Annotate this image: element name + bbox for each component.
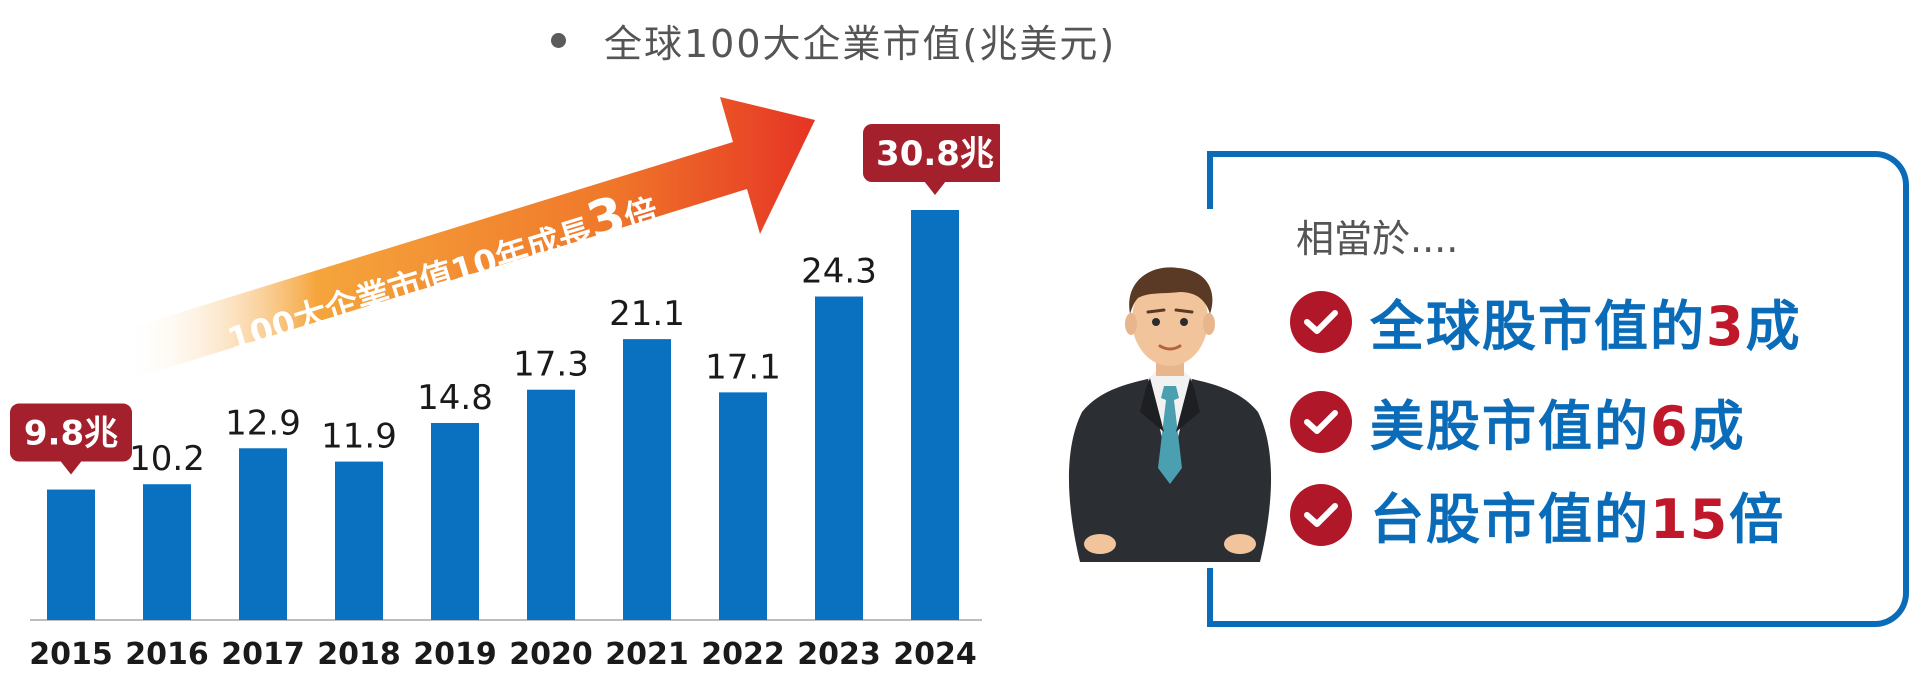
value-callout: 9.8兆	[10, 403, 132, 475]
x-tick-label: 2016	[125, 637, 209, 672]
value-label: 21.1	[609, 294, 685, 334]
growth-arrow-label: 100大企業市值10年成長3倍	[218, 175, 664, 364]
bar-2017	[239, 448, 287, 620]
value-label: 9.8兆	[24, 414, 118, 454]
x-tick-label: 2024	[893, 637, 977, 672]
check-circle-icon	[1290, 290, 1352, 353]
title-bullet-icon	[551, 32, 566, 48]
bar-2016	[143, 484, 191, 620]
bar-2015	[47, 489, 95, 620]
panel-frame-left-top	[1207, 151, 1213, 209]
callout-box	[863, 124, 1000, 182]
value-label: 10.2	[129, 439, 205, 479]
x-tick-label: 2020	[509, 637, 593, 672]
bar-2024	[911, 210, 959, 620]
check-circle-icon	[1290, 390, 1352, 453]
bar-2021	[623, 339, 671, 620]
chart-title: 全球100大企業市值(兆美元)	[604, 21, 1117, 66]
callout-pointer	[924, 181, 946, 195]
comparison-item-text: 美股市值的6成	[1370, 395, 1746, 458]
x-tick-label: 2018	[317, 637, 401, 672]
callout-box	[10, 403, 132, 462]
businessman-icon	[1068, 267, 1272, 562]
x-tick-label: 2019	[413, 637, 497, 672]
check-circle-icon	[1290, 483, 1352, 546]
comparison-item-text: 全球股市值的3成	[1370, 295, 1802, 358]
value-label: 17.3	[513, 345, 589, 385]
callout-pointer	[60, 460, 82, 475]
panel-intro-text: 相當於....	[1296, 217, 1459, 261]
chart-title-row: 全球100大企業市值(兆美元)	[551, 16, 1116, 66]
x-tick-label: 2022	[701, 637, 785, 672]
x-tick-label: 2017	[221, 637, 305, 672]
bar-chart: 100大企業市值10年成長3倍 10.2 12.9 11.9 14.8 17.3 21.1…	[10, 97, 1000, 672]
comparison-item-taiwan: 台股市值的15倍	[1290, 475, 1785, 554]
bar-2023	[815, 296, 863, 620]
value-callout: 30.8兆	[863, 124, 1000, 195]
comparison-item-global: 全球股市值的3成	[1290, 282, 1802, 361]
bar-2018	[335, 461, 383, 620]
x-tick-label: 2021	[605, 637, 689, 672]
value-label: 24.3	[801, 252, 877, 292]
bar-2019	[431, 422, 479, 620]
panel-frame-left-bottom	[1207, 568, 1213, 627]
comparison-item-us: 美股市值的6成	[1290, 382, 1746, 461]
value-label: 12.9	[225, 403, 301, 443]
comparison-panel-frame	[1207, 151, 1909, 627]
value-label: 30.8兆	[876, 134, 994, 174]
value-label: 11.9	[321, 417, 397, 457]
bar-2022	[719, 392, 767, 620]
growth-arrow-shape	[123, 97, 815, 377]
value-label: 14.8	[417, 378, 493, 418]
growth-arrow: 100大企業市值10年成長3倍	[123, 97, 815, 377]
x-tick-label: 2023	[797, 637, 881, 672]
value-label: 17.1	[705, 347, 781, 387]
comparison-item-text: 台股市值的15倍	[1370, 488, 1786, 551]
x-tick-label: 2015	[29, 637, 113, 672]
bar-2020	[527, 389, 575, 620]
